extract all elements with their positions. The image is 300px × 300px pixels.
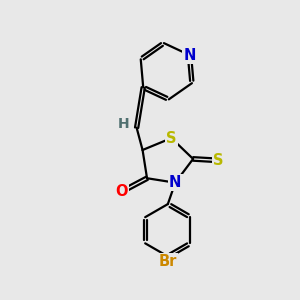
Text: S: S xyxy=(213,153,224,168)
Text: S: S xyxy=(166,130,177,146)
Text: O: O xyxy=(116,184,128,199)
Text: Br: Br xyxy=(159,254,177,269)
Text: N: N xyxy=(183,47,196,62)
Text: H: H xyxy=(117,117,129,131)
Text: N: N xyxy=(169,175,182,190)
